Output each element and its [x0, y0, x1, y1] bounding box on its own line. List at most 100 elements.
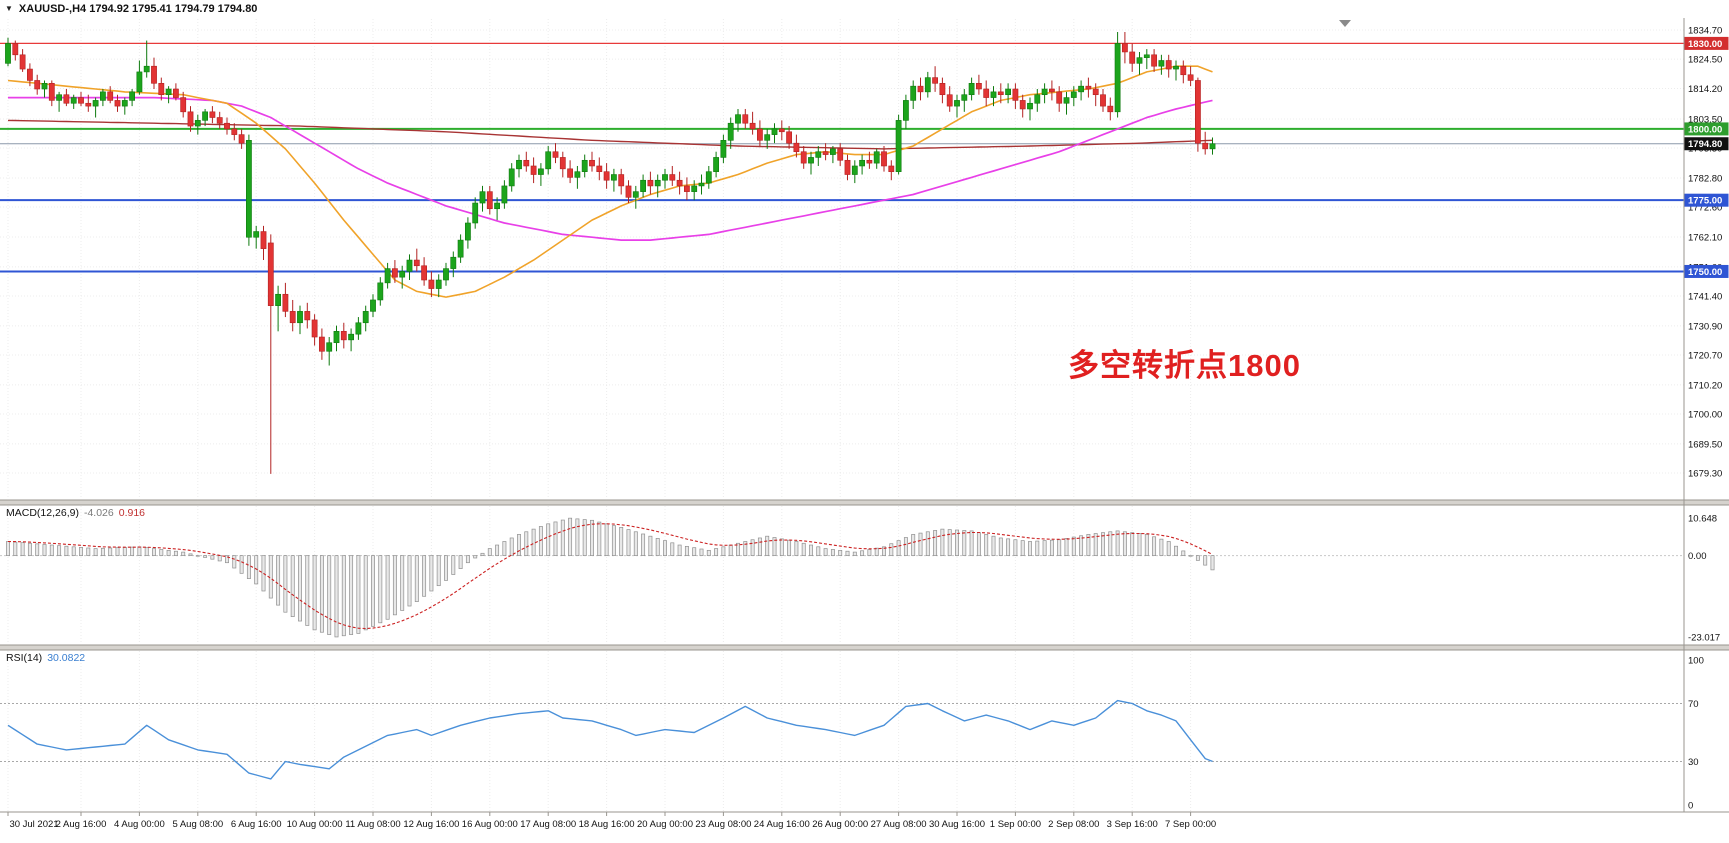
- candle-body: [1195, 80, 1201, 144]
- macd-bar: [35, 543, 40, 556]
- candle-body: [727, 122, 734, 141]
- candle-body: [165, 88, 172, 96]
- macd-bar: [531, 528, 536, 556]
- time-axis-label: 5 Aug 08:00: [172, 819, 223, 830]
- candle-body: [1187, 74, 1194, 81]
- macd-bar: [414, 555, 419, 602]
- macd-bar: [641, 533, 646, 556]
- macd-bar: [998, 537, 1003, 556]
- macd-bar: [860, 550, 865, 556]
- macd-bar: [991, 535, 996, 556]
- macd-bar: [49, 544, 54, 556]
- macd-bar: [144, 547, 149, 556]
- candle-body: [975, 83, 982, 90]
- macd-layer: [0, 517, 1684, 638]
- macd-bar: [268, 555, 273, 599]
- candle-body: [786, 131, 792, 144]
- candle-body: [238, 134, 245, 144]
- candle-body: [691, 185, 698, 192]
- candle-body: [209, 111, 216, 118]
- macd-bar: [385, 555, 390, 620]
- price-tick-label: 1834.70: [1688, 26, 1722, 37]
- candle-body: [202, 111, 208, 121]
- price-badge: [1684, 264, 1729, 278]
- candle-body: [932, 77, 938, 84]
- macd-bar: [728, 544, 733, 556]
- macd-bar: [1195, 555, 1200, 561]
- candle-body: [968, 83, 975, 96]
- macd-bar: [480, 552, 485, 556]
- macd-bar: [407, 555, 412, 607]
- candle-body: [304, 311, 311, 321]
- candle-body: [355, 322, 362, 335]
- macd-bar: [334, 555, 339, 638]
- candle-body: [19, 54, 26, 70]
- macd-bar: [684, 546, 689, 556]
- candle-body: [472, 202, 479, 224]
- candle-body: [435, 279, 442, 289]
- time-axis-label: 12 Aug 16:00: [403, 819, 459, 830]
- macd-bar: [1122, 531, 1127, 556]
- macd-bar: [517, 534, 521, 556]
- time-axis-label: 4 Aug 00:00: [114, 819, 165, 830]
- price-tick-label: 1772.60: [1688, 203, 1722, 214]
- candle-body: [1078, 85, 1084, 93]
- candle-body: [793, 142, 800, 153]
- candle-body: [508, 168, 515, 187]
- macd-bar: [327, 555, 332, 635]
- macd-bar: [560, 519, 565, 556]
- macd-bar: [1159, 538, 1164, 556]
- macd-bar: [203, 555, 208, 558]
- candle-body: [596, 165, 603, 172]
- candle-body: [1005, 88, 1011, 96]
- time-axis-label: 30 Jul 2021: [9, 819, 58, 830]
- candle-body: [523, 159, 530, 167]
- macd-indicator-label: MACD(12,26,9) -4.026 0.916: [6, 507, 145, 519]
- time-axis-label: 2 Aug 16:00: [56, 819, 107, 830]
- macd-bar: [305, 555, 310, 626]
- candle-body: [253, 231, 260, 238]
- macd-bar: [217, 555, 222, 562]
- macd-bar: [1079, 535, 1084, 556]
- macd-name: MACD(12,26,9): [6, 507, 79, 519]
- macd-bar: [809, 544, 813, 556]
- ma-fast-orange: [7, 65, 1213, 298]
- chart-shift-icon[interactable]: [1339, 20, 1351, 27]
- price-tick-label: 1762.10: [1688, 232, 1722, 243]
- candle-body: [428, 279, 435, 289]
- price-badge-label: 1800.00: [1688, 124, 1722, 135]
- time-axis-label: 18 Aug 16:00: [579, 819, 635, 830]
- candle-body: [1085, 85, 1092, 90]
- symbol-dropdown-icon[interactable]: ▼: [5, 4, 13, 13]
- macd-bar: [736, 542, 740, 556]
- macd-bar: [115, 547, 120, 556]
- candle-body: [41, 83, 48, 90]
- candle-body: [654, 179, 661, 187]
- time-axis-label: 20 Aug 00:00: [637, 819, 693, 830]
- macd-bar: [13, 541, 18, 556]
- macd-bar: [845, 550, 850, 556]
- macd-bar: [750, 539, 755, 556]
- candle-body: [5, 43, 11, 64]
- macd-tick-label: 10.648: [1688, 514, 1717, 525]
- candle-body: [625, 185, 632, 198]
- rsi-layer: [0, 699, 1684, 780]
- price-badge-label: 1794.80: [1688, 139, 1722, 150]
- macd-bar: [495, 544, 500, 556]
- candle-body: [771, 128, 778, 135]
- candle-body: [384, 268, 391, 284]
- candle-body: [705, 171, 712, 184]
- candle-body: [640, 179, 646, 192]
- candle-body: [552, 151, 559, 158]
- price-tick-label: 1720.70: [1688, 350, 1722, 361]
- candle-body: [800, 151, 807, 164]
- macd-bar: [706, 549, 711, 556]
- price-badge-label: 1775.00: [1688, 196, 1722, 207]
- candle-body: [318, 336, 325, 352]
- candle-body: [866, 159, 873, 164]
- candle-body: [749, 122, 756, 130]
- macd-bar: [225, 555, 229, 564]
- macd-bar: [100, 547, 105, 556]
- macd-bar: [553, 521, 558, 556]
